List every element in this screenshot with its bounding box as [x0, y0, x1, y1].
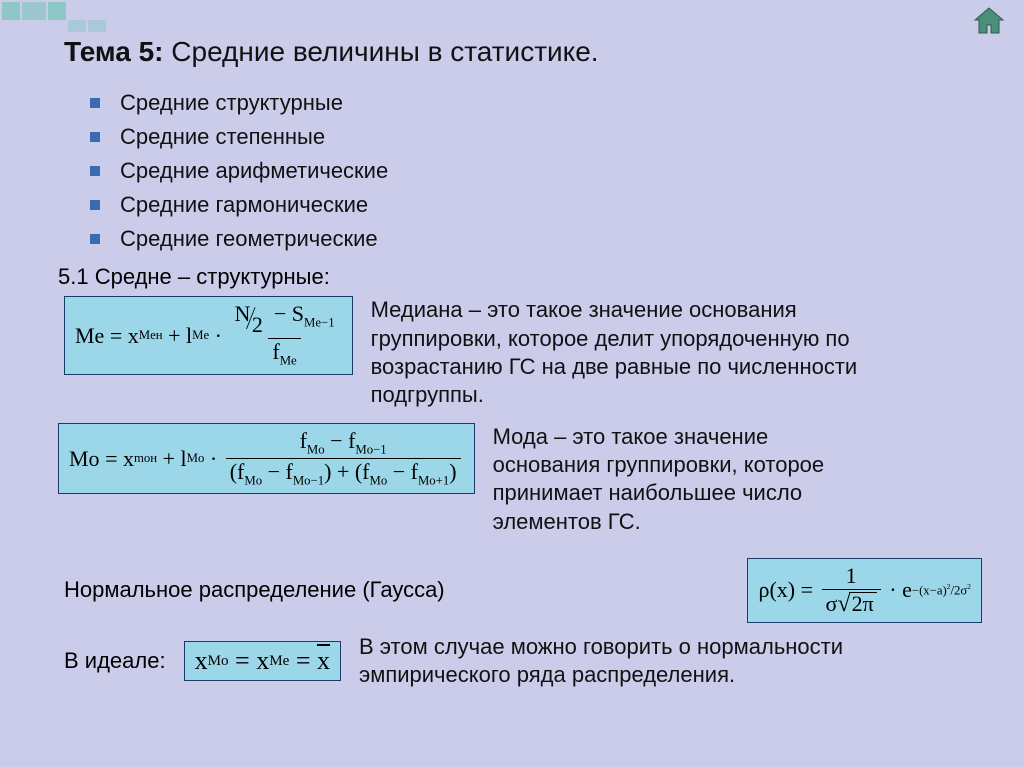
gauss-formula: ρ(x) = 1 σ√2π · e−(x−a)2/2σ2	[747, 558, 982, 623]
median-description: Медиана – это такое значение основания г…	[371, 296, 901, 409]
gauss-row: Нормальное распределение (Гаусса) ρ(x) =…	[64, 558, 994, 623]
mode-row: Mo = xmoн + lMo · fMo − fMo−1 (fMo − fMo…	[64, 423, 994, 536]
ideal-description: В этом случае можно говорить о нормально…	[359, 633, 919, 689]
list-item: Средние геометрические	[90, 222, 994, 256]
mode-description: Мода – это такое значение основания груп…	[493, 423, 853, 536]
bullet-list: Средние структурные Средние степенные Ср…	[90, 86, 994, 256]
list-item: Средние арифметические	[90, 154, 994, 188]
slide-title: Тема 5: Средние величины в статистике.	[64, 36, 994, 68]
corner-decoration	[2, 2, 112, 32]
list-item: Средние гармонические	[90, 188, 994, 222]
list-item: Средние структурные	[90, 86, 994, 120]
ideal-row: В идеале: xMo = xMe = x В этом случае мо…	[64, 633, 994, 689]
mode-formula: Mo = xmoн + lMo · fMo − fMo−1 (fMo − fMo…	[58, 423, 475, 494]
gauss-label: Нормальное распределение (Гаусса)	[64, 577, 445, 603]
list-item: Средние степенные	[90, 120, 994, 154]
median-formula: Me = xMeн + lMe · N∕2 − SMe−1 fMe	[64, 296, 353, 374]
ideal-label: В идеале:	[64, 648, 166, 674]
section-5-1-heading: 5.1 Средне – структурные:	[58, 264, 994, 290]
home-icon[interactable]	[972, 6, 1006, 41]
median-row: Me = xMeн + lMe · N∕2 − SMe−1 fMe Медиан…	[64, 296, 994, 409]
ideal-formula: xMo = xMe = x	[184, 641, 341, 681]
